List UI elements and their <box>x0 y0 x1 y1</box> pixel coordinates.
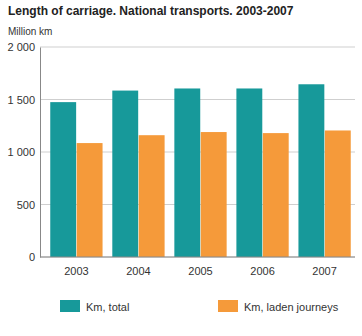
x-tick: 2006 <box>250 257 274 277</box>
legend-label: Km, laden journeys <box>244 301 339 313</box>
grid-line <box>40 257 355 258</box>
x-tick-label: 2007 <box>312 265 336 277</box>
x-axis-line <box>40 257 355 258</box>
y-tick: 500 <box>17 199 40 211</box>
legend-swatch <box>60 300 80 312</box>
y-tick: 0 <box>29 251 40 263</box>
bars <box>50 84 350 257</box>
y-tick: 2 000 <box>7 41 40 53</box>
y-tick-label: 1 000 <box>7 146 35 158</box>
x-tick-label: 2003 <box>64 265 88 277</box>
legend-label: Km, total <box>86 301 129 313</box>
bar <box>263 133 289 257</box>
x-tick: 2007 <box>312 257 336 277</box>
bar <box>50 102 76 257</box>
y-tick-label: 0 <box>29 251 35 263</box>
y-axis-label: Million km <box>8 26 52 37</box>
x-tick-label: 2006 <box>250 265 274 277</box>
y-tick: 1 000 <box>7 146 40 158</box>
bar <box>77 143 103 257</box>
chart: Length of carriage. National transports.… <box>0 0 362 336</box>
y-axis-line <box>40 48 41 258</box>
grid <box>40 47 355 257</box>
x-tick: 2003 <box>64 257 88 277</box>
x-axis: 2003 2004 2005 2006 2007 <box>40 257 355 277</box>
title: Length of carriage. National transports.… <box>8 4 294 18</box>
y-axis: 0 500 1 000 1 500 2 000 <box>7 41 40 263</box>
bar <box>112 91 138 257</box>
bar <box>325 130 351 257</box>
bar <box>236 88 262 257</box>
bar <box>298 84 324 257</box>
bar <box>201 132 227 257</box>
y-tick-label: 1 500 <box>7 94 35 106</box>
bar <box>139 135 165 257</box>
bar <box>174 88 200 257</box>
y-tick-label: 500 <box>17 199 35 211</box>
y-tick-label: 2 000 <box>7 41 35 53</box>
grid-line <box>40 47 355 48</box>
y-tick: 1 500 <box>7 94 40 106</box>
x-tick-label: 2005 <box>188 265 212 277</box>
x-tick: 2004 <box>126 257 150 277</box>
legend-swatch <box>218 300 238 312</box>
legend: Km, total Km, laden journeys <box>60 300 339 313</box>
x-tick: 2005 <box>188 257 212 277</box>
x-tick-label: 2004 <box>126 265 150 277</box>
